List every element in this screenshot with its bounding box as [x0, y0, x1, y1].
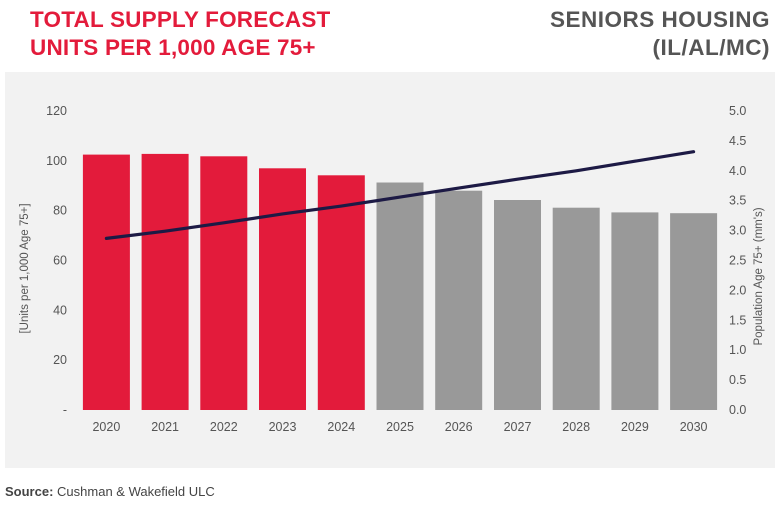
population-line-series — [104, 150, 696, 240]
right-tick-label: 1.5 — [729, 313, 746, 327]
left-tick-label: 20 — [53, 353, 67, 367]
right-tick-label: 0.0 — [729, 403, 746, 417]
left-tick-label: 80 — [53, 204, 67, 218]
chart-title-line-1: TOTAL SUPPLY FORECAST — [30, 7, 331, 32]
right-tick-label: 2.0 — [729, 283, 746, 297]
source-label: Source: — [5, 484, 54, 499]
chart-subtitle: SENIORS HOUSING (IL/AL/MC) — [550, 6, 770, 62]
left-tick-label: - — [63, 403, 67, 417]
chart-subtitle-line-2: (IL/AL/MC) — [652, 35, 770, 60]
chart-title: TOTAL SUPPLY FORECAST UNITS PER 1,000 AG… — [30, 6, 331, 62]
x-tick-label: 2030 — [680, 420, 708, 434]
chart-title-line-2: UNITS PER 1,000 AGE 75+ — [30, 35, 316, 60]
bar-2030 — [670, 213, 718, 410]
right-tick-label: 5.0 — [729, 104, 746, 118]
chart-subtitle-line-1: SENIORS HOUSING — [549, 7, 770, 32]
bar-series — [82, 153, 718, 410]
right-tick-label: 1.0 — [729, 343, 746, 357]
x-tick-label: 2029 — [621, 420, 649, 434]
right-tick-label: 0.5 — [729, 373, 746, 387]
combo-chart: - 20 40 60 80 100 120 0.0 0.5 1.0 1.5 2.0 2.5 3.0 3.5… — [19, 104, 765, 434]
left-tick-label: 60 — [53, 254, 67, 268]
x-tick-label: 2022 — [210, 420, 238, 434]
source-text: Cushman & Wakefield ULC — [57, 484, 215, 499]
chart-panel: - 20 40 60 80 100 120 0.0 0.5 1.0 1.5 2.0 2.5 3.0 3.5… — [5, 72, 775, 468]
bar-2027 — [494, 200, 541, 410]
bar-2026 — [435, 190, 483, 410]
x-tick-label: 2020 — [92, 420, 120, 434]
right-tick-label: 3.0 — [729, 224, 746, 238]
left-tick-label: 120 — [46, 104, 67, 118]
x-tick-label: 2024 — [327, 420, 355, 434]
right-tick-label: 3.5 — [729, 194, 746, 208]
right-tick-label: 4.0 — [729, 164, 746, 178]
x-axis-ticks: 2020 2021 2022 2023 2024 2025 2026 2027 2028 2029… — [92, 420, 707, 434]
bar-2021 — [141, 153, 189, 410]
right-axis-ticks: 0.0 0.5 1.0 1.5 2.0 2.5 3.0 3.5 4.0 4.5 5.0 — [729, 104, 746, 417]
bar-2022 — [200, 156, 248, 410]
left-axis-title: [Units per 1,000 Age 75+] — [19, 203, 31, 333]
right-tick-label: 4.5 — [729, 134, 746, 148]
x-tick-label: 2021 — [151, 420, 179, 434]
source-note: Source: Cushman & Wakefield ULC — [5, 484, 215, 499]
population-line — [104, 150, 696, 240]
bar-2023 — [259, 168, 306, 410]
x-tick-label: 2025 — [386, 420, 414, 434]
left-tick-label: 40 — [53, 303, 67, 317]
bar-2020 — [82, 154, 130, 410]
left-tick-label: 100 — [46, 154, 67, 168]
bar-2025 — [376, 182, 424, 410]
right-tick-label: 2.5 — [729, 254, 746, 268]
x-tick-label: 2028 — [562, 420, 590, 434]
right-axis-title: Population Age 75+ (mm's) — [753, 207, 765, 345]
x-tick-label: 2026 — [445, 420, 473, 434]
bar-2028 — [552, 207, 600, 410]
bar-2029 — [611, 212, 659, 410]
bar-2024 — [317, 175, 365, 410]
x-tick-label: 2027 — [504, 420, 532, 434]
x-tick-label: 2023 — [269, 420, 297, 434]
left-axis-ticks: - 20 40 60 80 100 120 — [46, 104, 67, 417]
